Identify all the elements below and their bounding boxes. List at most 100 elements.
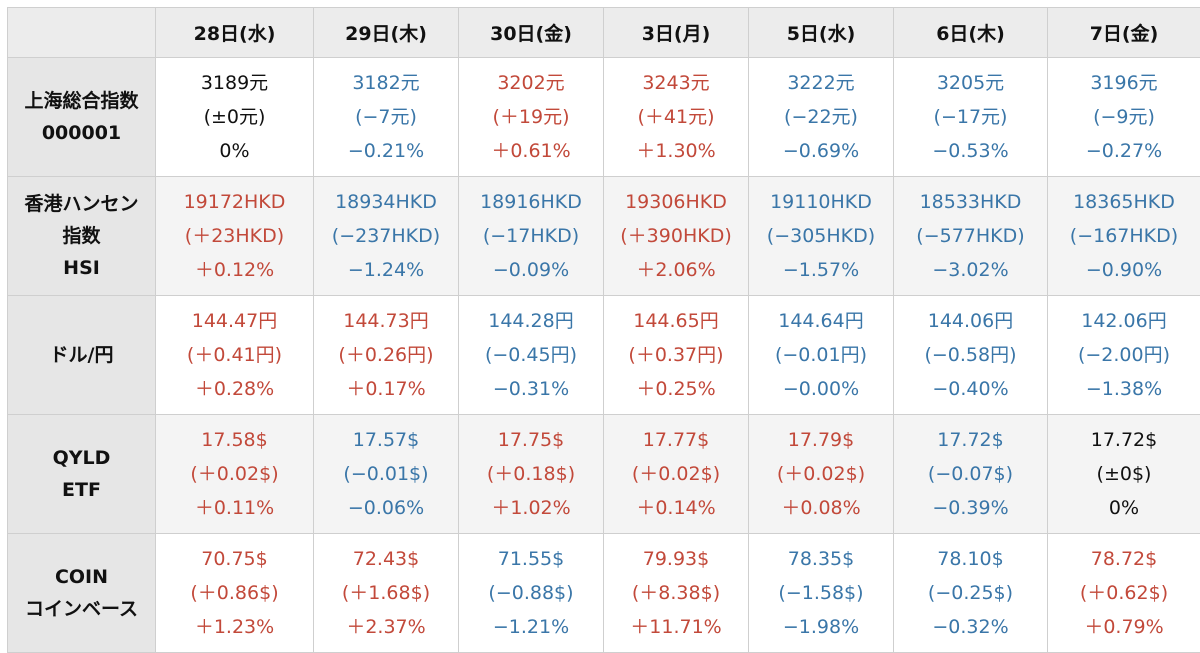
quote-change: (＋390HKD)	[604, 219, 748, 253]
quote-price: 3205元	[894, 66, 1047, 100]
quote-percent: ＋1.02%	[459, 491, 603, 525]
quote-cell: 17.57$(−0.01$)−0.06%	[314, 415, 459, 534]
row-label-line: ETF	[8, 474, 155, 506]
column-header: 7日(金)	[1048, 8, 1200, 58]
quote-cell: 3243元(＋41元)＋1.30%	[604, 58, 749, 177]
quote-price: 70.75$	[156, 542, 313, 576]
quote-cell: 17.79$(＋0.02$)＋0.08%	[749, 415, 894, 534]
quote-change: (−0.58円)	[894, 338, 1047, 372]
quote-percent: ＋0.12%	[156, 253, 313, 287]
quote-change: (＋8.38$)	[604, 576, 748, 610]
quote-price: 18916HKD	[459, 185, 603, 219]
quote-cell: 144.73円(＋0.26円)＋0.17%	[314, 296, 459, 415]
row-label-line: QYLD	[8, 442, 155, 474]
quote-change: (＋0.26円)	[314, 338, 458, 372]
quote-price: 19172HKD	[156, 185, 313, 219]
quote-percent: 0%	[156, 134, 313, 168]
quote-percent: −1.98%	[749, 610, 893, 644]
quote-percent: −0.21%	[314, 134, 458, 168]
quote-change: (＋0.37円)	[604, 338, 748, 372]
quote-price: 144.73円	[314, 304, 458, 338]
quote-price: 3202元	[459, 66, 603, 100]
quote-percent: −0.90%	[1048, 253, 1200, 287]
quote-percent: −0.09%	[459, 253, 603, 287]
quote-price: 17.75$	[459, 423, 603, 457]
column-header: 28日(水)	[156, 8, 314, 58]
quote-cell: 18365HKD(−167HKD)−0.90%	[1048, 177, 1200, 296]
quote-percent: −1.24%	[314, 253, 458, 287]
quote-cell: 19110HKD(−305HKD)−1.57%	[749, 177, 894, 296]
quote-percent: −0.00%	[749, 372, 893, 406]
quote-change: (＋0.18$)	[459, 457, 603, 491]
quote-cell: 72.43$(＋1.68$)＋2.37%	[314, 534, 459, 653]
quote-cell: 3205元(−17元)−0.53%	[894, 58, 1048, 177]
quote-percent: −0.27%	[1048, 134, 1200, 168]
row-label-line: ドル/円	[8, 339, 155, 371]
quote-change: (−22元)	[749, 100, 893, 134]
quote-percent: ＋2.06%	[604, 253, 748, 287]
quote-percent: ＋0.11%	[156, 491, 313, 525]
quote-price: 17.72$	[894, 423, 1047, 457]
quote-price: 142.06円	[1048, 304, 1200, 338]
quote-percent: ＋1.30%	[604, 134, 748, 168]
quote-cell: 17.72$(−0.07$)−0.39%	[894, 415, 1048, 534]
quote-percent: ＋2.37%	[314, 610, 458, 644]
column-header: 30日(金)	[459, 8, 604, 58]
quote-cell: 3182元(−7元)−0.21%	[314, 58, 459, 177]
quote-percent: −0.40%	[894, 372, 1047, 406]
quote-percent: −0.53%	[894, 134, 1047, 168]
quote-cell: 18916HKD(−17HKD)−0.09%	[459, 177, 604, 296]
row-label-line: 上海総合指数	[8, 85, 155, 117]
quote-price: 78.10$	[894, 542, 1047, 576]
quote-price: 17.58$	[156, 423, 313, 457]
header-row: 28日(水) 29日(木) 30日(金) 3日(月) 5日(水) 6日(木) 7…	[8, 8, 1200, 58]
quote-price: 144.28円	[459, 304, 603, 338]
quote-price: 3243元	[604, 66, 748, 100]
quote-change: (±0$)	[1048, 457, 1200, 491]
quote-cell: 19172HKD(＋23HKD)＋0.12%	[156, 177, 314, 296]
quote-change: (−0.01円)	[749, 338, 893, 372]
quote-cell: 17.77$(＋0.02$)＋0.14%	[604, 415, 749, 534]
quote-percent: −0.69%	[749, 134, 893, 168]
quote-cell: 18934HKD(−237HKD)−1.24%	[314, 177, 459, 296]
quote-cell: 144.06円(−0.58円)−0.40%	[894, 296, 1048, 415]
quote-change: (＋0.86$)	[156, 576, 313, 610]
quote-cell: 19306HKD(＋390HKD)＋2.06%	[604, 177, 749, 296]
column-header: 29日(木)	[314, 8, 459, 58]
row-label-line: 香港ハンセン	[8, 188, 155, 220]
quote-cell: 70.75$(＋0.86$)＋1.23%	[156, 534, 314, 653]
header-corner	[8, 8, 156, 58]
quote-cell: 3202元(＋19元)＋0.61%	[459, 58, 604, 177]
quote-price: 3189元	[156, 66, 313, 100]
column-header: 3日(月)	[604, 8, 749, 58]
quote-percent: −3.02%	[894, 253, 1047, 287]
quote-change: (＋23HKD)	[156, 219, 313, 253]
quote-cell: 78.10$(−0.25$)−0.32%	[894, 534, 1048, 653]
quote-percent: −1.38%	[1048, 372, 1200, 406]
quote-percent: 0%	[1048, 491, 1200, 525]
market-table: 28日(水) 29日(木) 30日(金) 3日(月) 5日(水) 6日(木) 7…	[7, 7, 1200, 653]
quote-change: (−0.45円)	[459, 338, 603, 372]
quote-price: 71.55$	[459, 542, 603, 576]
quote-price: 17.57$	[314, 423, 458, 457]
quote-percent: ＋0.61%	[459, 134, 603, 168]
quote-percent: −1.57%	[749, 253, 893, 287]
quote-price: 17.72$	[1048, 423, 1200, 457]
quote-change: (＋0.02$)	[749, 457, 893, 491]
quote-price: 144.06円	[894, 304, 1047, 338]
quote-cell: 78.72$(＋0.62$)＋0.79%	[1048, 534, 1200, 653]
quote-price: 18365HKD	[1048, 185, 1200, 219]
quote-price: 18934HKD	[314, 185, 458, 219]
quote-percent: ＋0.28%	[156, 372, 313, 406]
quote-percent: ＋0.79%	[1048, 610, 1200, 644]
quote-price: 3182元	[314, 66, 458, 100]
quote-change: (＋0.02$)	[156, 457, 313, 491]
quote-cell: 144.65円(＋0.37円)＋0.25%	[604, 296, 749, 415]
quote-change: (＋19元)	[459, 100, 603, 134]
